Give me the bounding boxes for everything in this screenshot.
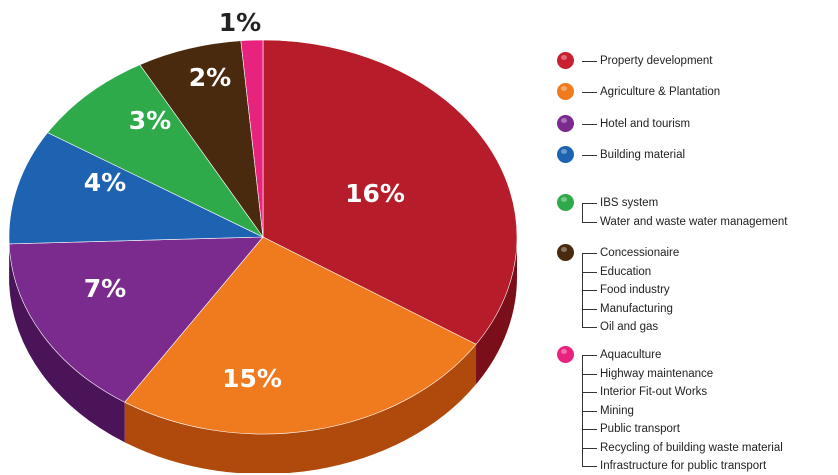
legend-bracket [582,203,583,222]
data-label-4pct: 4% [84,168,126,197]
legend-connector [582,272,597,273]
data-label-2pct: 2% [189,63,231,92]
legend-label: Food industry [600,281,670,299]
legend-swatch-icon [557,115,574,132]
legend-label: Manufacturing [600,300,673,318]
data-label-1pct: 1% [219,8,261,37]
legend-connector [582,429,597,430]
legend-connector [582,327,597,328]
legend-connector [582,392,597,393]
legend-label: Agriculture & Plantation [600,83,720,101]
legend-connector [582,61,597,62]
legend-label: Infrastructure for public transport [600,457,766,475]
legend-swatch-icon [557,83,574,100]
legend-swatch-icon [557,146,574,163]
legend-connector [582,124,597,125]
legend-label: Hotel and tourism [600,115,690,133]
legend-connector [582,290,597,291]
legend-label: Water and waste water management [600,213,788,231]
legend-label: Oil and gas [600,318,658,336]
legend-label: Property development [600,52,713,70]
legend-label: Mining [600,402,634,420]
legend-connector [582,374,597,375]
legend-connector [582,448,597,449]
legend-swatch-icon [557,244,574,261]
legend-connector [582,92,597,93]
legend-label: Concessionaire [600,244,679,262]
legend-connector [582,203,597,204]
legend: Property development Agriculture & Planta… [554,0,838,473]
legend-connector [582,355,597,356]
legend-label: IBS system [600,194,658,212]
legend-connector [582,155,597,156]
legend-label: Public transport [600,420,680,438]
data-label-15pct: 15% [222,364,282,393]
legend-label: Building material [600,146,685,164]
legend-swatch-icon [557,194,574,211]
legend-connector [582,411,597,412]
legend-connector [582,309,597,310]
legend-label: Interior Fit-out Works [600,383,707,401]
legend-label: Recycling of building waste material [600,439,783,457]
data-label-3pct: 3% [129,106,171,135]
legend-label: Aquaculture [600,346,661,364]
data-label-16pct: 16% [345,179,405,208]
data-label-7pct: 7% [84,274,126,303]
legend-connector [582,253,597,254]
legend-connector [582,466,597,467]
legend-connector [582,222,597,223]
legend-label: Education [600,263,651,281]
legend-swatch-icon [557,52,574,69]
legend-label: Highway maintenance [600,365,713,383]
legend-swatch-icon [557,346,574,363]
